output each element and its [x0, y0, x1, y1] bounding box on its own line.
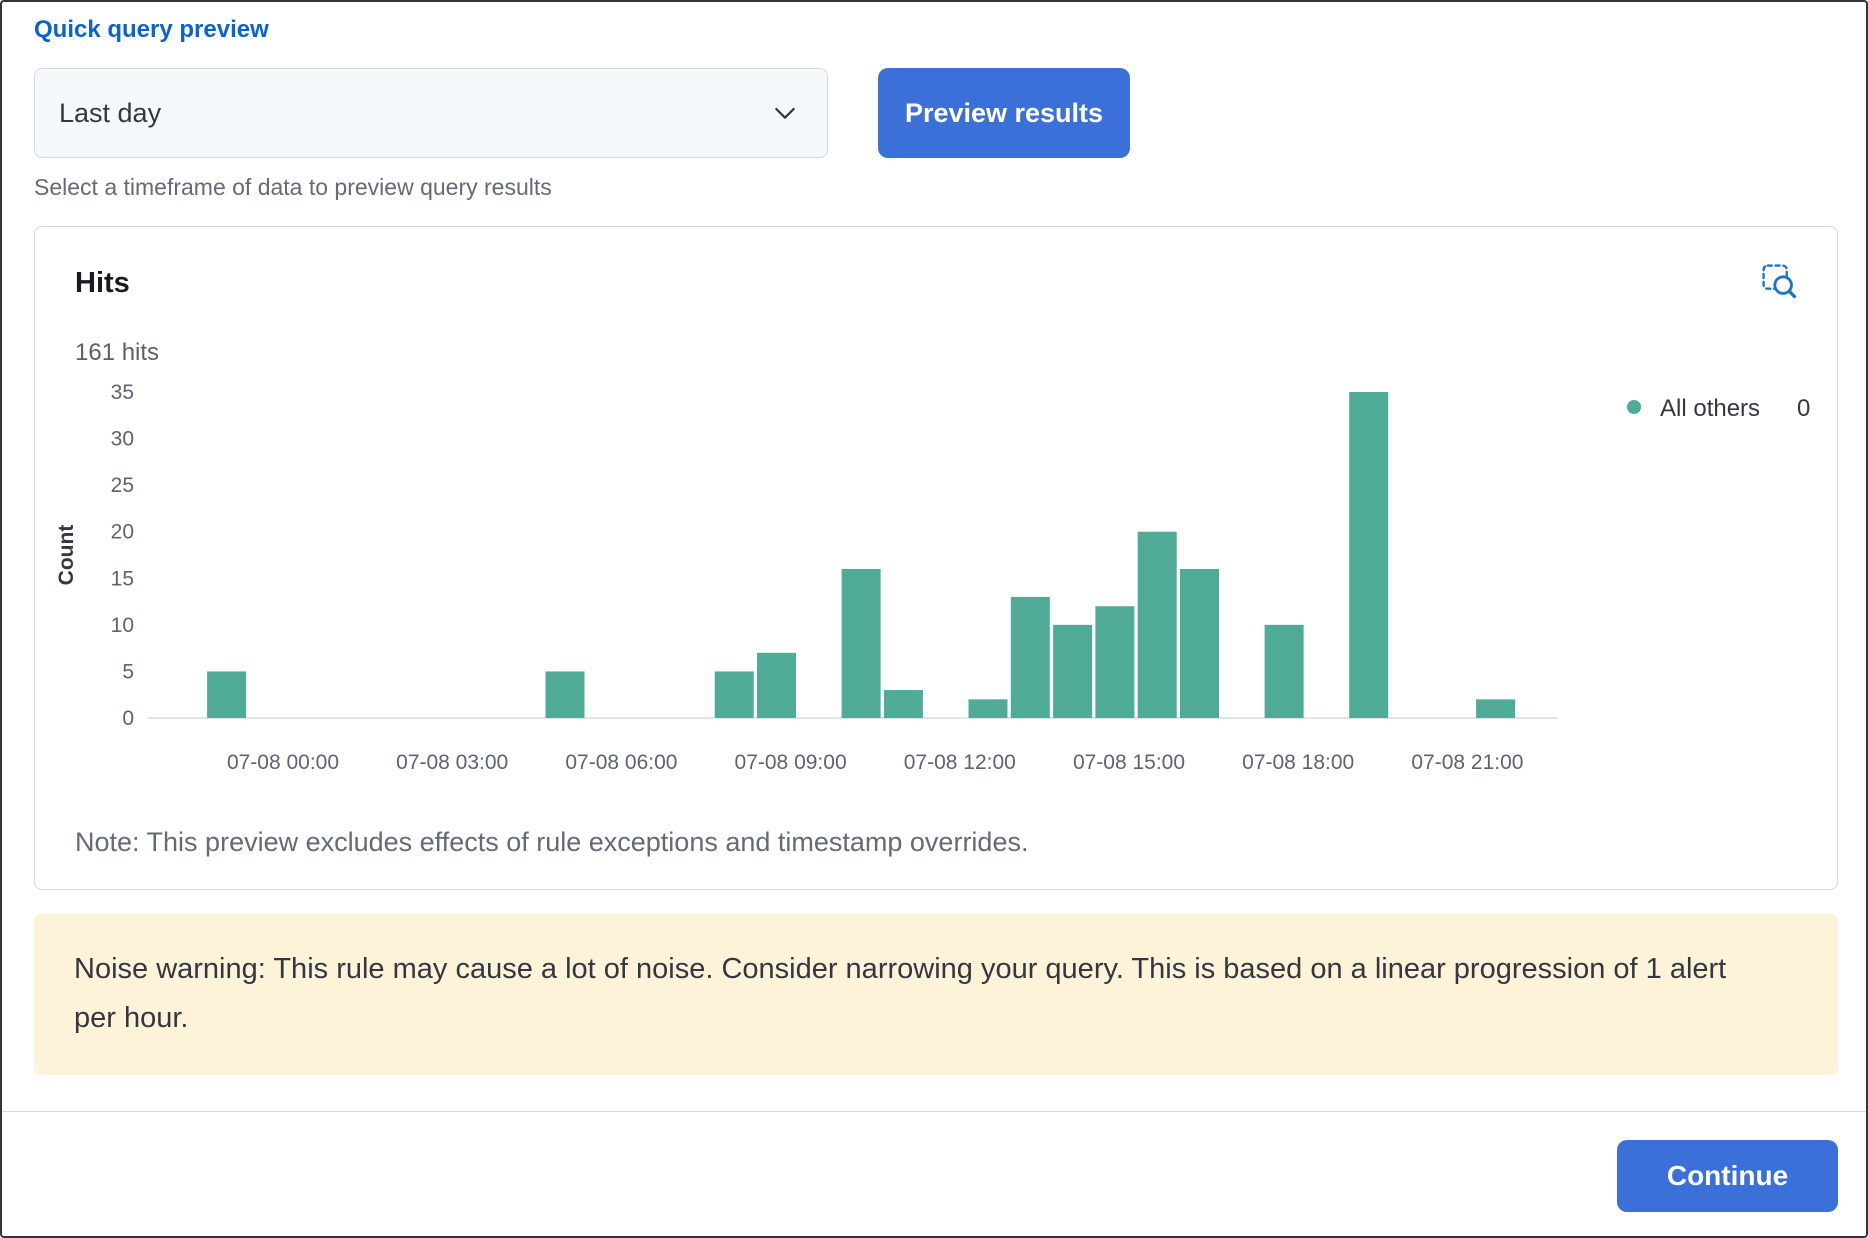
x-tick-label: 07-08 21:00 — [1411, 751, 1523, 774]
panel-title: Hits — [75, 267, 130, 299]
timeframe-helper-text: Select a timeframe of data to preview qu… — [34, 174, 552, 200]
chart-bar — [545, 671, 585, 718]
x-tick-label: 07-08 00:00 — [227, 751, 339, 774]
chevron-down-icon — [775, 107, 795, 119]
y-tick-label: 20 — [111, 521, 134, 544]
timeframe-select[interactable]: Last day — [34, 68, 828, 158]
legend-item-all-others[interactable]: All others 0 — [1627, 395, 1810, 422]
x-tick-label: 07-08 18:00 — [1242, 751, 1354, 774]
chart-bar — [757, 652, 796, 718]
chart-bar — [1264, 624, 1304, 718]
noise-warning-text: Noise warning: This rule may cause a lot… — [74, 953, 1727, 1034]
chart-bar — [207, 671, 247, 718]
noise-warning-callout: Noise warning: This rule may cause a lot… — [34, 914, 1838, 1075]
hits-chart: 0 5 10 15 20 25 30 35 Count 07-08 00:00 07-08 03:0… — [55, 381, 1810, 774]
chart-bar — [714, 671, 754, 718]
chart-bar — [883, 690, 923, 718]
quick-query-preview-link[interactable]: Quick query preview — [34, 16, 269, 43]
chart-bar — [1137, 531, 1177, 718]
y-tick-label: 0 — [122, 707, 134, 730]
inspect-icon — [1762, 264, 1797, 299]
continue-button[interactable]: Continue — [1617, 1140, 1838, 1212]
timeframe-select-value: Last day — [59, 97, 162, 128]
preview-note-text: Note: This preview excludes effects of r… — [75, 827, 1029, 857]
chart-bar — [1095, 606, 1135, 718]
hits-panel: Hits 161 hits 0 5 10 15 20 25 30 35 Count 07-08 0… — [34, 226, 1838, 890]
y-tick-label: 15 — [111, 567, 134, 590]
y-tick-label: 35 — [111, 381, 134, 404]
bars-series — [207, 392, 1516, 718]
inspect-button[interactable] — [1757, 259, 1801, 303]
chart-bar — [1180, 568, 1219, 718]
legend-value: 0 — [1797, 395, 1810, 422]
chart-bar — [1010, 596, 1050, 718]
chart-bar — [968, 699, 1008, 718]
footer-divider — [2, 1111, 1866, 1112]
x-tick-label: 07-08 06:00 — [565, 751, 677, 774]
x-tick-label: 07-08 09:00 — [735, 751, 847, 774]
y-tick-label: 25 — [111, 474, 134, 497]
preview-results-button[interactable]: Preview results — [878, 68, 1130, 158]
y-axis-title: Count — [55, 525, 78, 586]
legend-label: All others — [1660, 395, 1760, 422]
x-tick-label: 07-08 03:00 — [396, 751, 508, 774]
chart-bar — [1476, 699, 1516, 718]
chart-bar — [841, 568, 881, 718]
legend-dot-icon — [1627, 400, 1641, 414]
y-tick-label: 10 — [111, 614, 134, 637]
chart-bar — [1349, 392, 1389, 718]
y-tick-label: 30 — [111, 428, 134, 451]
hits-count: 161 hits — [75, 339, 160, 366]
chart-bar — [1053, 624, 1093, 718]
x-tick-label: 07-08 15:00 — [1073, 751, 1185, 774]
y-tick-label: 5 — [122, 660, 134, 683]
x-tick-label: 07-08 12:00 — [904, 751, 1016, 774]
